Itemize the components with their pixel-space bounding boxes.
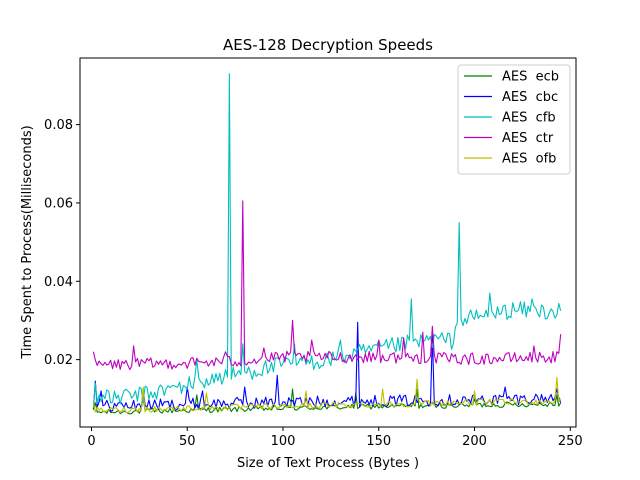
x-tick-label: 50 xyxy=(179,434,196,449)
plot-frame xyxy=(79,57,577,428)
series-layer xyxy=(92,73,562,415)
x-tick-label: 200 xyxy=(462,434,487,449)
x-tick-label: 100 xyxy=(271,434,296,449)
legend: AES ecb AES cbc AES cfb AES ctr AES ofb xyxy=(457,64,571,175)
series-line-aes-cfb xyxy=(92,73,562,408)
x-tick-label: 250 xyxy=(558,434,583,449)
x-tick-label: 0 xyxy=(87,434,95,449)
legend-label: AES ofb xyxy=(502,152,556,167)
x-axis-label: Size of Text Process (Bytes ) xyxy=(237,456,419,471)
series-line-aes-ctr xyxy=(92,200,562,371)
series-line-aes-cbc xyxy=(92,321,562,412)
y-tick-label: 0.06 xyxy=(44,196,73,211)
series-line-aes-ofb xyxy=(92,376,562,414)
x-tick-label: 150 xyxy=(366,434,391,449)
x-axis: 0 50 100 150 200 250 xyxy=(87,427,583,449)
y-axis-label: Time Spent to Process(Milliseconds) xyxy=(20,125,35,359)
legend-label: AES cfb xyxy=(502,111,556,126)
y-tick-label: 0.08 xyxy=(44,118,73,133)
series-line-aes-ecb xyxy=(92,388,562,415)
chart-title: AES-128 Decryption Speeds xyxy=(223,36,433,54)
y-tick-label: 0.02 xyxy=(44,353,73,368)
legend-label: AES cbc xyxy=(502,90,558,105)
legend-label: AES ctr xyxy=(502,131,554,146)
legend-box xyxy=(457,64,571,175)
legend-label: AES ecb xyxy=(502,70,559,85)
y-axis: 0.02 0.04 0.06 0.08 xyxy=(44,118,80,368)
y-tick-label: 0.04 xyxy=(44,275,73,290)
